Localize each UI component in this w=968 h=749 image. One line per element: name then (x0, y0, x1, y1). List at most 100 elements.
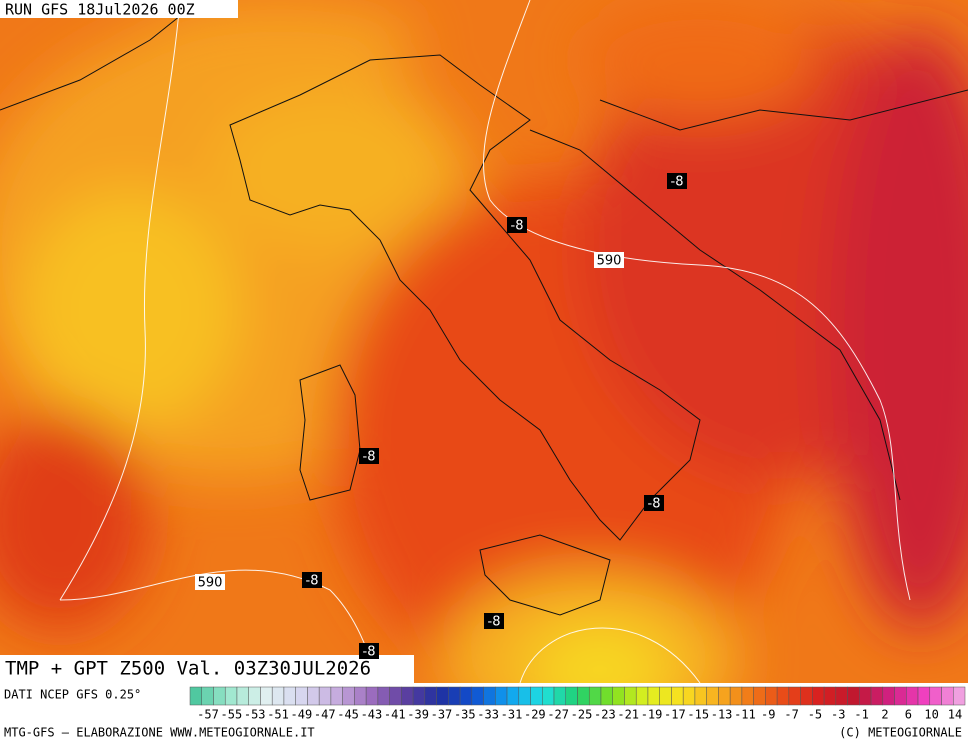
colorbar-label: -21 (617, 708, 639, 722)
colorbar-box (377, 686, 390, 706)
temp-label: -8 (488, 615, 501, 630)
colorbar-label: -55 (221, 708, 243, 722)
colorbar-box (342, 686, 355, 706)
contour-labels: -8 -8 -8 -8 -8 -8 -8 590 590 (195, 173, 687, 660)
colorbar-box (295, 686, 308, 706)
colorbar-label: -53 (244, 708, 266, 722)
colorbar-label: -19 (641, 708, 663, 722)
colorbar-label: -35 (454, 708, 476, 722)
colorbar-box (612, 686, 625, 706)
colorbar-box (788, 686, 801, 706)
colorbar-label: 2 (881, 708, 888, 722)
colorbar-box (436, 686, 449, 706)
colorbar-box (424, 686, 437, 706)
colorbar-box (635, 686, 649, 706)
colorbar-box (471, 686, 484, 706)
colorbar-label: -49 (291, 708, 313, 722)
colorbar-label: -15 (687, 708, 709, 722)
colorbar-box (248, 686, 261, 706)
colorbar-box (577, 686, 590, 706)
colorbar: -57 -55 -53 -51 -49 -47 -45 -43 -41 -39 -37 -35 -33-… (189, 686, 966, 722)
colorbar-label: -13 (711, 708, 733, 722)
title-box (0, 655, 414, 683)
colorbar-label: -1 (854, 708, 868, 722)
colorbar-label: -7 (784, 708, 798, 722)
colorbar-label: -45 (337, 708, 359, 722)
colorbar-label: -17 (664, 708, 686, 722)
credit-right: (C) METEOGIORNALE (839, 726, 962, 740)
gpt-label: 590 (198, 576, 223, 591)
colorbar-box (553, 686, 567, 706)
colorbar-box (330, 686, 343, 706)
colorbar-box (530, 686, 543, 706)
colorbar-label: -25 (571, 708, 593, 722)
temp-label-box (484, 613, 504, 629)
colorbar-box (307, 686, 320, 706)
run-label: RUN GFS 18Jul2026 00Z (5, 1, 195, 19)
colorbar-label: -5 (808, 708, 822, 722)
colorbar-box (694, 686, 707, 706)
colorbar-box (213, 686, 226, 706)
colorbar-label: 14 (948, 708, 962, 722)
colorbar-box (624, 686, 637, 706)
colorbar-box (483, 686, 496, 706)
colorbar-box (882, 686, 895, 706)
colorbar-box (401, 686, 414, 706)
temp-label: -8 (671, 175, 684, 190)
colorbar-box (365, 686, 379, 706)
colorbar-label: -9 (761, 708, 775, 722)
colorbar-box (647, 686, 660, 706)
colorbar-label: -39 (407, 708, 429, 722)
colorbar-label: -31 (501, 708, 523, 722)
map-title: TMP + GPT Z500 Val. 03Z30JUL2026 (5, 658, 371, 680)
colorbar-box (448, 686, 461, 706)
colorbar-box (929, 686, 942, 706)
colorbar-box (542, 686, 555, 706)
colorbar-box (906, 686, 919, 706)
colorbar-label: -29 (524, 708, 546, 722)
colorbar-box (753, 686, 766, 706)
colorbar-box (671, 686, 684, 706)
colorbar-label: -33 (477, 708, 499, 722)
colorbar-box (600, 686, 613, 706)
temp-label: -8 (363, 450, 376, 465)
colorbar-box (506, 686, 520, 706)
temp-label: -8 (511, 219, 524, 234)
colorbar-box (224, 686, 238, 706)
colorbar-box (859, 686, 872, 706)
temp-label-box (359, 643, 379, 659)
gpt-label-box (195, 574, 225, 590)
colorbar-label: 6 (905, 708, 912, 722)
colorbar-box (682, 686, 696, 706)
colorbar-box (706, 686, 719, 706)
colorbar-box (835, 686, 848, 706)
colorbar-box (283, 686, 296, 706)
colorbar-box (518, 686, 531, 706)
colorbar-box (776, 686, 790, 706)
colorbar-box (741, 686, 754, 706)
colorbar-box (941, 686, 954, 706)
colorbar-box (318, 686, 332, 706)
colorbar-label: -23 (594, 708, 616, 722)
run-box (0, 0, 238, 18)
colorbar-label: -27 (547, 708, 569, 722)
colorbar-box (459, 686, 473, 706)
colorbar-label: -37 (431, 708, 453, 722)
colorbar-box (718, 686, 731, 706)
colorbar-label: -51 (267, 708, 289, 722)
gpt-label: 590 (597, 254, 622, 269)
colorbar-box (917, 686, 931, 706)
colorbar-label: -57 (197, 708, 219, 722)
temp-label-box (302, 572, 322, 588)
colorbar-label: -41 (384, 708, 406, 722)
colorbar-box (823, 686, 837, 706)
colorbar-box (354, 686, 367, 706)
credit-left: MTG-GFS — ELABORAZIONE WWW.METEOGIORNALE… (4, 726, 315, 740)
colorbar-label: -47 (314, 708, 336, 722)
colorbar-box (412, 686, 426, 706)
temp-label: -8 (648, 497, 661, 512)
colorbar-label: -11 (734, 708, 756, 722)
colorbar-box (389, 686, 402, 706)
